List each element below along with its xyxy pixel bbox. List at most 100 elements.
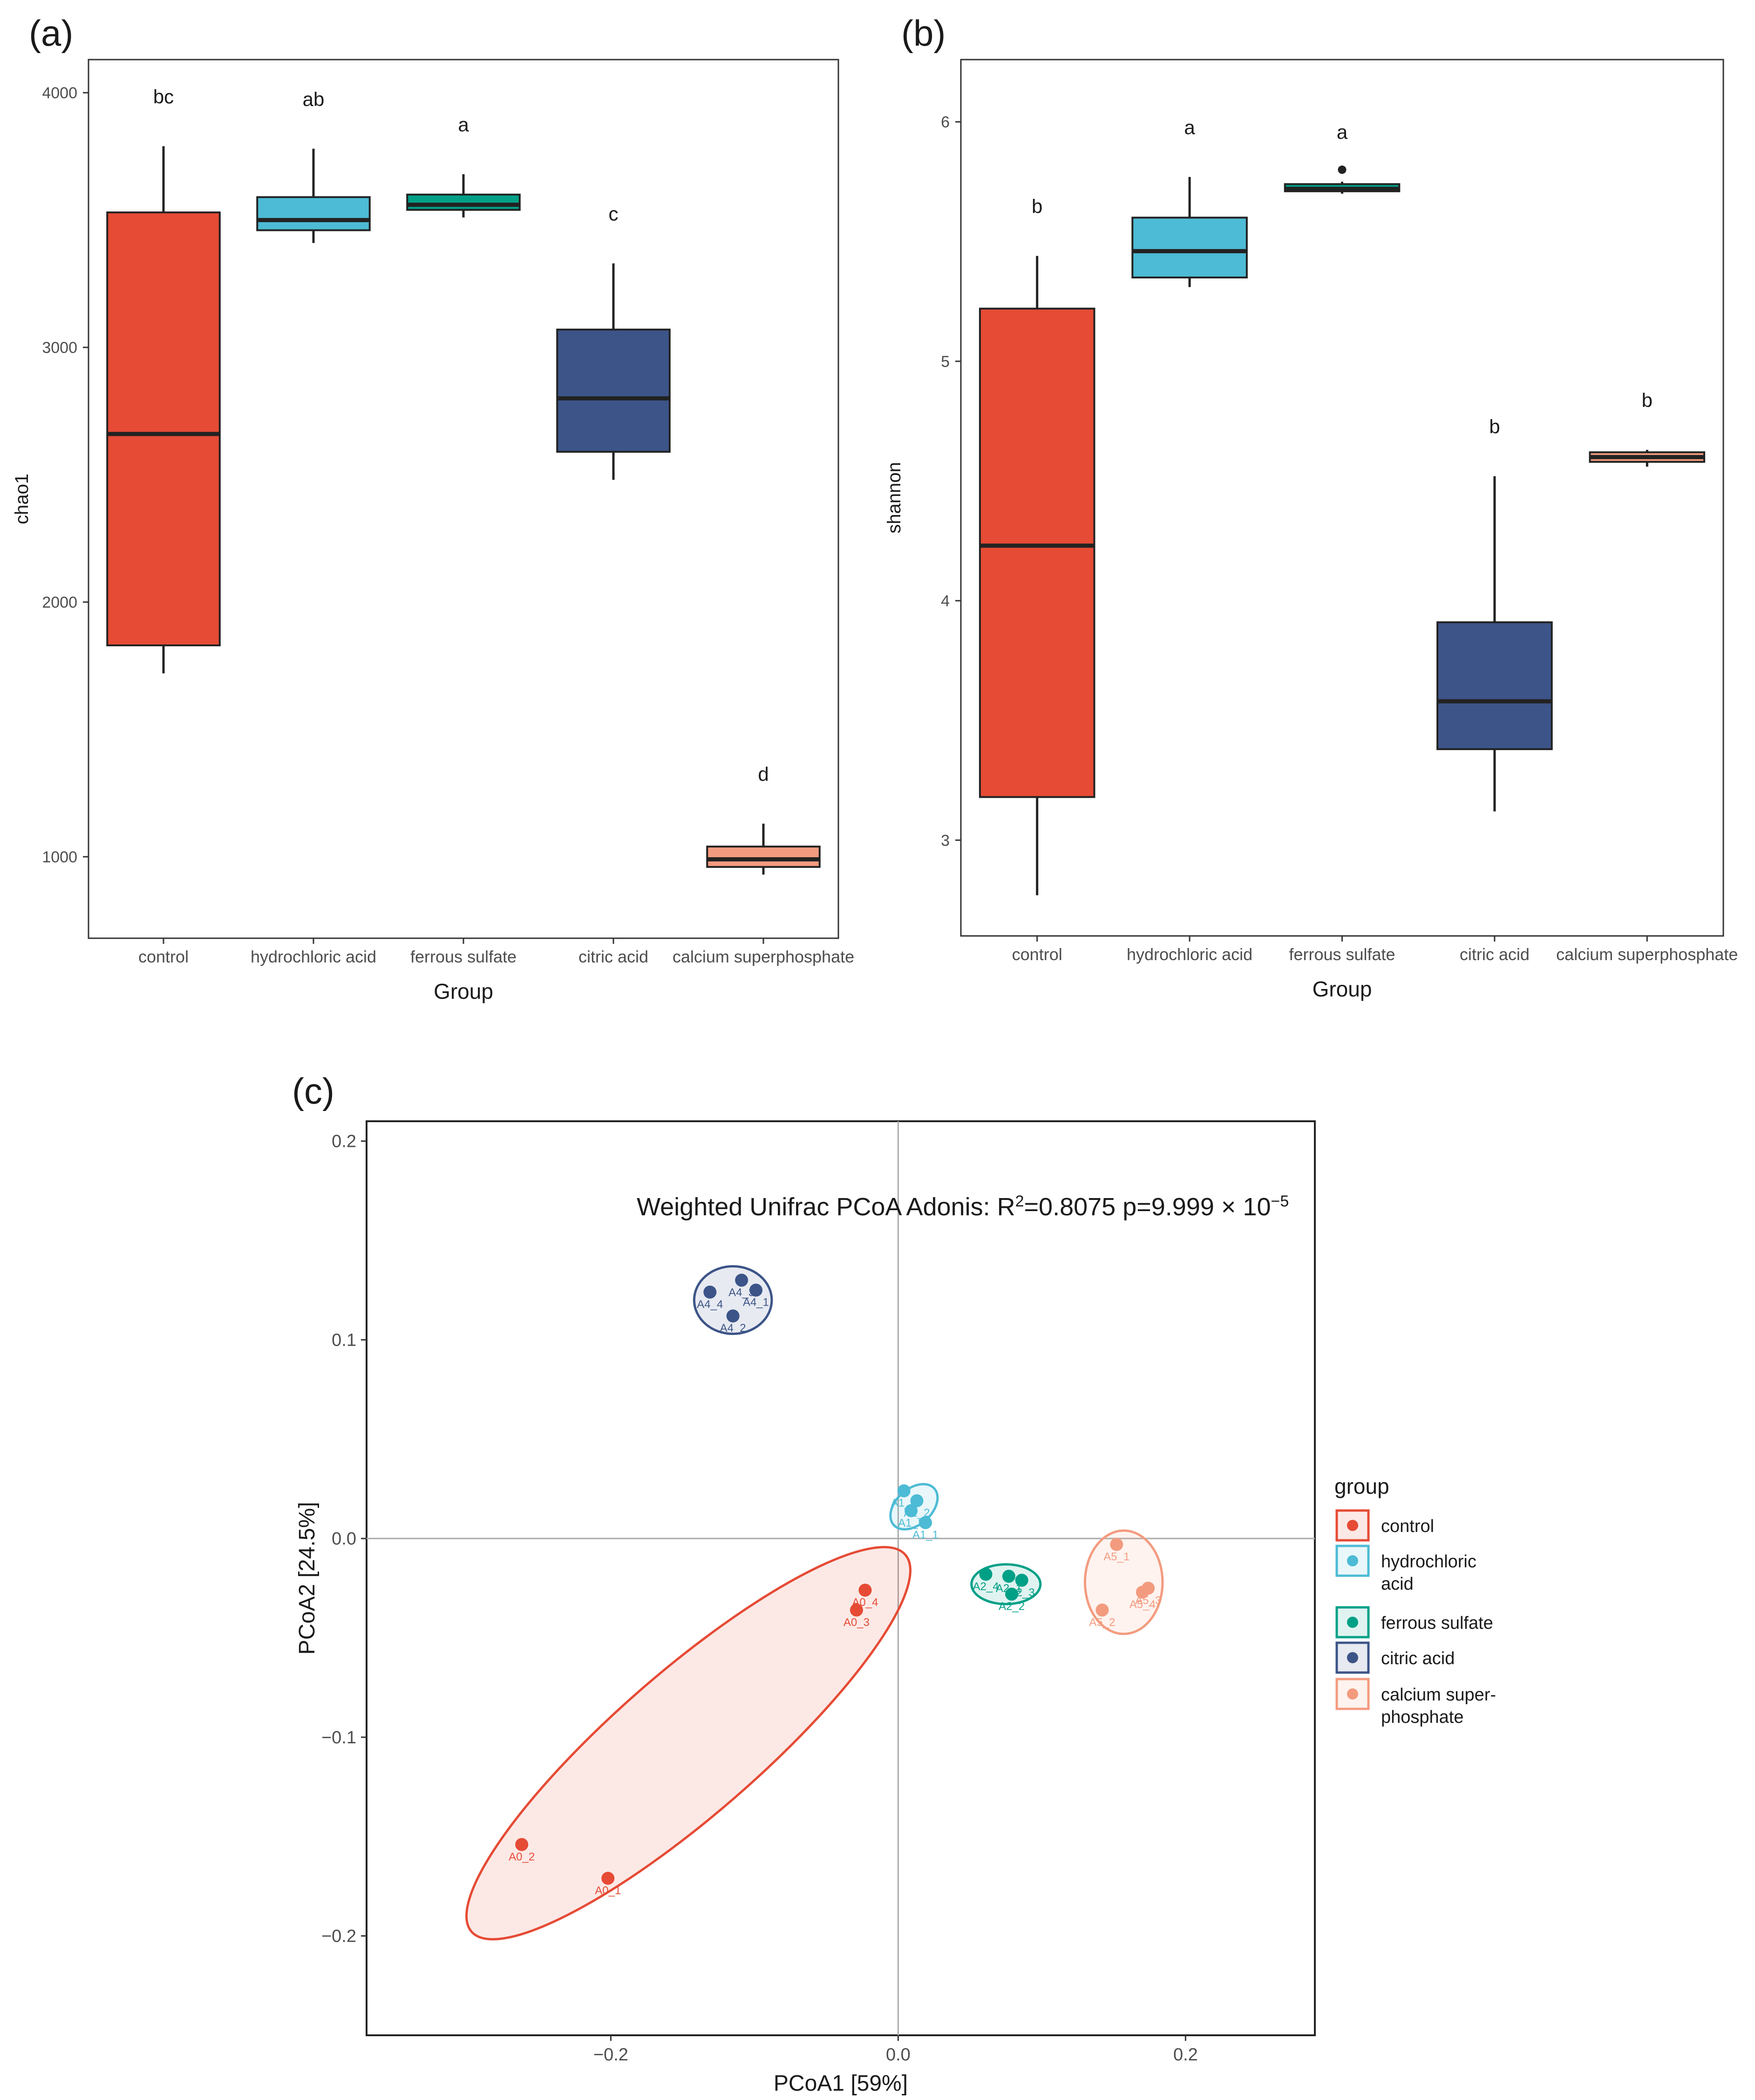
point-label-control: A0_2 — [509, 1850, 535, 1863]
point-label-calcium-superphosphate: A5_2 — [1089, 1616, 1115, 1629]
box-citric-acid — [1436, 621, 1553, 750]
legend-label-citric-acid: citric acid — [1381, 1649, 1455, 1668]
point-label-control: A0_3 — [843, 1616, 870, 1629]
point-label-citric-acid: A4_2 — [720, 1322, 746, 1335]
sig-letter-control: bc — [153, 86, 174, 108]
sig-letter-calcium-superphosphate: b — [1642, 389, 1653, 411]
panel-a: (a) 1000 2000 3000 4000 bc control ab hydrochlor… — [12, 13, 854, 1003]
point-calcium-superphosphate — [1095, 1603, 1109, 1617]
y-tick-label: 5 — [941, 353, 950, 371]
x-tick-label-calcium-superphosphate: calcium superphosphate — [1556, 945, 1738, 964]
point-citric-acid — [703, 1285, 717, 1299]
point-ferrous-sulfate — [1015, 1573, 1028, 1587]
x-tick-label-hydrochloric-acid: hydrochloric acid — [1127, 945, 1252, 964]
ellipse-control — [465, 1546, 912, 1941]
point-hydrochloric-acid — [905, 1504, 918, 1517]
point-control — [515, 1838, 529, 1851]
x-axis-title: Group — [434, 979, 493, 1003]
y-tick-label: 0.1 — [332, 1330, 356, 1350]
panel-c: (c) −0.2 −0.1 0.0 0.1 0.2 −0.2 0.0 0.2 Weighted U… — [292, 1070, 1496, 2096]
point-calcium-superphosphate — [1136, 1585, 1149, 1599]
legend-dot-control — [1347, 1520, 1358, 1531]
x-tick-label-citric-acid: citric acid — [578, 947, 648, 966]
legend-dot-calcium-superphosphate — [1347, 1688, 1358, 1700]
point-hydrochloric-acid — [897, 1484, 911, 1497]
y-tick-label: 0.0 — [332, 1529, 356, 1549]
x-tick-label-ferrous-sulfate: ferrous sulfate — [1289, 945, 1395, 964]
y-tick-label: 0.2 — [332, 1132, 356, 1152]
x-tick-label-calcium-superphosphate: calcium superphosphate — [673, 947, 854, 966]
point-control — [858, 1584, 872, 1597]
point-control — [601, 1871, 615, 1885]
x-tick-label-hydrochloric-acid: hydrochloric acid — [251, 947, 376, 966]
point-citric-acid — [749, 1283, 762, 1297]
y-tick-label: 4000 — [42, 84, 77, 102]
box-ferrous-sulfate — [406, 193, 521, 211]
box-hydrochloric-acid — [256, 196, 371, 231]
legend-dot-hydrochloric-acid — [1347, 1555, 1358, 1566]
box-control — [979, 307, 1095, 798]
point-label-citric-acid: A4_1 — [743, 1296, 769, 1309]
legend-label-hydrochloric-acid: hydrochloric — [1381, 1552, 1476, 1572]
y-tick-label: 4 — [941, 592, 950, 610]
y-axis-title: shannon — [884, 462, 905, 533]
point-hydrochloric-acid — [910, 1494, 924, 1508]
x-tick-label: −0.2 — [593, 2045, 628, 2065]
point-ferrous-sulfate — [1002, 1570, 1015, 1583]
point-calcium-superphosphate — [1110, 1538, 1123, 1551]
point-label-control: A0_1 — [595, 1884, 621, 1897]
point-label-hydrochloric-acid: A1_1 — [912, 1529, 939, 1541]
x-tick-label-control: control — [1012, 945, 1062, 964]
y-tick-label: 3000 — [42, 339, 77, 357]
chart-title: Weighted Unifrac PCoA Adonis: R2=0.8075 … — [637, 1192, 1289, 1221]
panel-label-c: (c) — [292, 1070, 334, 1111]
panel-b: (b) 3 4 5 6 b control a hydrochloric acid a ferrou… — [884, 13, 1738, 1001]
y-tick-label: 2000 — [42, 594, 77, 611]
point-label-hydrochloric-acid: A1_2 — [904, 1507, 930, 1519]
y-tick-label: −0.2 — [321, 1927, 356, 1946]
box-hydrochloric-acid — [1131, 217, 1248, 278]
outlier-ferrous-sulfate — [1338, 165, 1347, 174]
point-citric-acid — [726, 1309, 740, 1323]
sig-letter-calcium-superphosphate: d — [758, 763, 769, 785]
sig-letter-citric-acid: c — [609, 203, 619, 225]
sig-letter-hydrochloric-acid: ab — [303, 88, 325, 110]
sig-letter-ferrous-sulfate: a — [1337, 121, 1348, 143]
x-tick-label: 0.2 — [1173, 2045, 1198, 2065]
point-hydrochloric-acid — [919, 1516, 932, 1530]
point-label-calcium-superphosphate: A5_4 — [1129, 1598, 1156, 1611]
point-citric-acid — [735, 1274, 748, 1287]
point-control — [850, 1603, 863, 1617]
sig-letter-ferrous-sulfate: a — [458, 114, 469, 135]
legend-title: group — [1334, 1474, 1389, 1498]
legend-label-control: control — [1381, 1517, 1434, 1536]
legend-dot-citric-acid — [1347, 1652, 1358, 1663]
point-ferrous-sulfate — [979, 1567, 993, 1581]
ellipse-citric-acid — [693, 1265, 773, 1335]
y-tick-label: 1000 — [42, 848, 77, 866]
sig-letter-hydrochloric-acid: a — [1184, 116, 1195, 138]
box-control — [106, 211, 221, 647]
legend-label-hydrochloric-acid: acid — [1381, 1574, 1414, 1594]
point-label-ferrous-sulfate: A2_4 — [973, 1580, 999, 1593]
box-citric-acid — [556, 328, 671, 453]
legend-label-calcium-superphosphate: calcium super- — [1381, 1685, 1496, 1705]
y-tick-label: 6 — [941, 114, 950, 131]
x-axis-title: PCoA1 [59%] — [774, 2071, 908, 2096]
x-tick-label-citric-acid: citric acid — [1460, 945, 1530, 964]
legend-dot-ferrous-sulfate — [1347, 1617, 1358, 1628]
x-tick-label-ferrous-sulfate: ferrous sulfate — [410, 947, 517, 966]
x-tick-label-control: control — [138, 947, 189, 966]
y-axis-title: PCoA2 [24.5%] — [295, 1502, 320, 1654]
box-calcium-superphosphate — [706, 846, 821, 868]
legend-label-ferrous-sulfate: ferrous sulfate — [1381, 1613, 1493, 1633]
plot-frame — [366, 1120, 1316, 2036]
sig-letter-control: b — [1032, 196, 1042, 217]
x-axis-title: Group — [1313, 977, 1372, 1001]
legend-label-calcium-superphosphate: phosphate — [1381, 1707, 1464, 1727]
point-ferrous-sulfate — [1005, 1587, 1019, 1601]
x-tick-label: 0.0 — [886, 2045, 911, 2065]
point-label-ferrous-sulfate: A2_2 — [999, 1600, 1025, 1613]
